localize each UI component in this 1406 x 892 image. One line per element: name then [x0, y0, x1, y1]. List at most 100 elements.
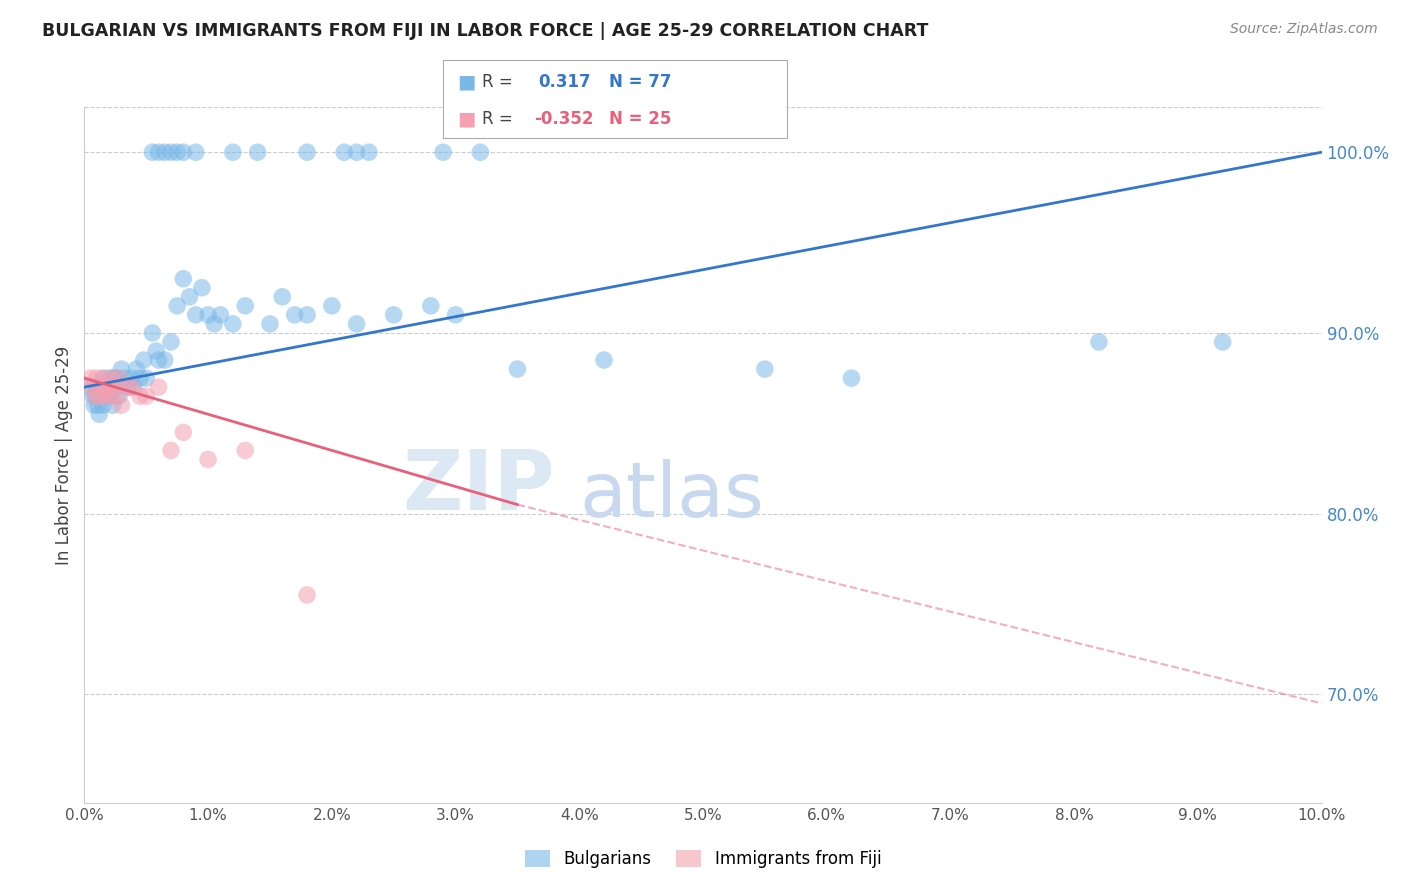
Point [506, 362, 529, 376]
Point [97, 380, 120, 394]
Point [79, 380, 101, 394]
Point [98, 371, 121, 385]
Point [103, 371, 125, 385]
Point [295, 308, 318, 322]
Point [160, 145, 183, 160]
Point [233, 299, 256, 313]
Point [295, 145, 318, 160]
Point [172, 145, 194, 160]
Point [83, 398, 105, 412]
Point [122, 380, 145, 394]
Point [209, 308, 232, 322]
Point [271, 290, 294, 304]
Point [172, 271, 194, 285]
Point [432, 145, 454, 160]
Point [233, 443, 256, 458]
Point [108, 389, 131, 403]
Point [110, 398, 132, 412]
Point [129, 371, 152, 385]
Point [112, 371, 135, 385]
Point [110, 362, 132, 376]
Text: N = 77: N = 77 [609, 73, 671, 91]
Text: 0.317: 0.317 [538, 73, 591, 91]
Text: ■: ■ [457, 72, 475, 91]
Point [382, 308, 405, 322]
Point [98, 389, 121, 403]
Point [179, 290, 201, 304]
Point [108, 371, 131, 385]
Point [184, 145, 207, 160]
Point [222, 317, 245, 331]
Point [89, 389, 111, 403]
Point [107, 380, 129, 394]
Point [148, 145, 170, 160]
Point [333, 145, 356, 160]
Text: atlas: atlas [579, 458, 763, 533]
Point [141, 326, 163, 340]
Point [148, 380, 170, 394]
Y-axis label: In Labor Force | Age 25-29: In Labor Force | Age 25-29 [55, 345, 73, 565]
Point [101, 398, 124, 412]
Point [117, 380, 139, 394]
Point [82, 389, 104, 403]
Point [222, 145, 245, 160]
Text: R =: R = [482, 110, 519, 128]
Point [346, 145, 368, 160]
Point [246, 145, 269, 160]
Text: ZIP: ZIP [402, 446, 554, 527]
Point [97, 380, 120, 394]
Point [86, 380, 108, 394]
Point [166, 145, 188, 160]
Point [100, 371, 122, 385]
Point [166, 299, 188, 313]
Text: BULGARIAN VS IMMIGRANTS FROM FIJI IN LABOR FORCE | AGE 25-29 CORRELATION CHART: BULGARIAN VS IMMIGRANTS FROM FIJI IN LAB… [42, 22, 928, 40]
Point [120, 371, 142, 385]
Point [444, 308, 467, 322]
Point [160, 334, 183, 349]
Point [754, 362, 776, 376]
Point [135, 389, 157, 403]
Point [321, 299, 343, 313]
Point [90, 380, 112, 394]
Point [94, 380, 117, 394]
Text: ■: ■ [457, 109, 475, 128]
Point [419, 299, 441, 313]
Point [79, 371, 101, 385]
Point [295, 588, 318, 602]
Text: -0.352: -0.352 [534, 110, 593, 128]
Point [91, 398, 114, 412]
Point [160, 443, 183, 458]
Point [87, 398, 110, 412]
Point [357, 145, 380, 160]
Point [129, 389, 152, 403]
Point [132, 353, 155, 368]
Point [841, 371, 863, 385]
Point [104, 380, 127, 394]
Point [105, 389, 128, 403]
Point [197, 452, 219, 467]
Point [148, 353, 170, 368]
Point [86, 371, 108, 385]
Point [141, 145, 163, 160]
Point [84, 389, 107, 403]
Point [284, 308, 307, 322]
Point [91, 371, 114, 385]
Legend: Bulgarians, Immigrants from Fiji: Bulgarians, Immigrants from Fiji [519, 843, 887, 874]
Point [96, 389, 118, 403]
Point [103, 380, 125, 394]
Point [120, 380, 142, 394]
Point [191, 281, 214, 295]
Point [184, 308, 207, 322]
Point [90, 380, 112, 394]
Point [82, 380, 104, 394]
Point [1212, 334, 1234, 349]
Point [89, 407, 111, 421]
Point [89, 389, 111, 403]
Point [94, 389, 117, 403]
Point [84, 389, 107, 403]
Text: N = 25: N = 25 [609, 110, 671, 128]
Text: Source: ZipAtlas.com: Source: ZipAtlas.com [1230, 22, 1378, 37]
Point [259, 317, 281, 331]
Point [172, 425, 194, 440]
Point [135, 371, 157, 385]
